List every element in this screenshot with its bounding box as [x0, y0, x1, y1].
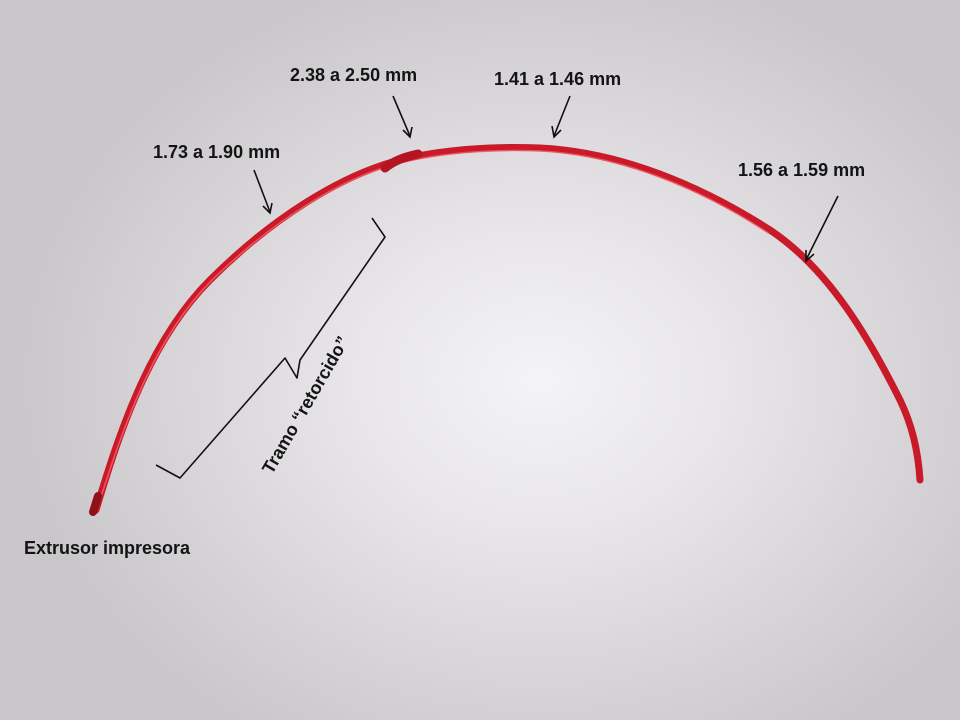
filament-end: [89, 492, 102, 516]
arrow-4: [805, 195, 839, 263]
measurement-label-3: 1.41 a 1.46 mm: [494, 69, 622, 89]
arrow-2: [392, 95, 413, 139]
measurement-label-2: 2.38 a 2.50 mm: [290, 65, 418, 85]
arrow-1: [253, 169, 273, 215]
measurement-label-4: 1.56 a 1.59 mm: [738, 160, 866, 180]
extruder-label: Extrusor impresora: [24, 538, 191, 558]
measurement-label-1: 1.73 a 1.90 mm: [153, 142, 281, 162]
twisted-bracket: [155, 217, 386, 479]
filament-strand: [92, 144, 924, 514]
filament-bulge: [380, 149, 423, 173]
arrow-3: [551, 95, 571, 139]
filament-highlight: [99, 149, 769, 501]
